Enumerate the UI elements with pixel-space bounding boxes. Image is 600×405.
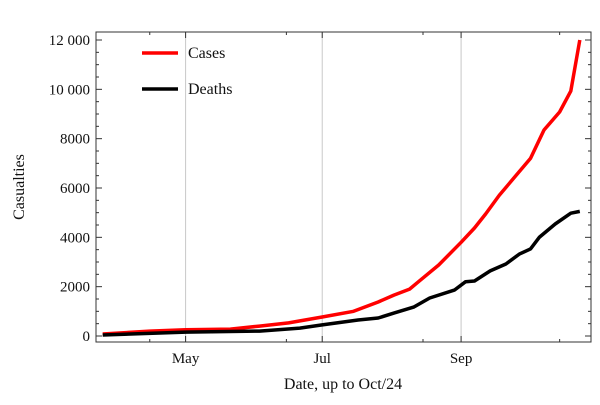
series-group xyxy=(102,39,582,337)
x-tick-label: Sep xyxy=(450,351,473,367)
x-tick-label: Jul xyxy=(313,351,331,367)
y-tick-label: 8000 xyxy=(60,132,90,148)
y-axis-label: Casualties xyxy=(11,154,28,220)
series-line-deaths xyxy=(102,209,581,337)
x-axis-label: Date, up to Oct/24 xyxy=(284,376,402,393)
legend-label-deaths: Deaths xyxy=(188,81,232,98)
axis-ticks: May Jul Sep 0 2000 4000 6000 8000 10 000 12 000 xyxy=(49,32,591,367)
y-tick-label: 0 xyxy=(83,329,91,345)
legend-label-cases: Cases xyxy=(188,45,225,62)
legend: Cases Deaths xyxy=(142,45,232,98)
plot-frame xyxy=(95,31,592,343)
grid xyxy=(185,32,462,342)
y-tick-label: 10 000 xyxy=(49,82,90,98)
y-tick-label: 2000 xyxy=(60,280,90,296)
y-tick-label: 12 000 xyxy=(49,33,90,49)
y-tick-label: 4000 xyxy=(60,230,90,246)
y-tick-label: 6000 xyxy=(60,181,90,197)
x-tick-label: May xyxy=(172,351,200,367)
series-line-cases xyxy=(102,39,582,336)
